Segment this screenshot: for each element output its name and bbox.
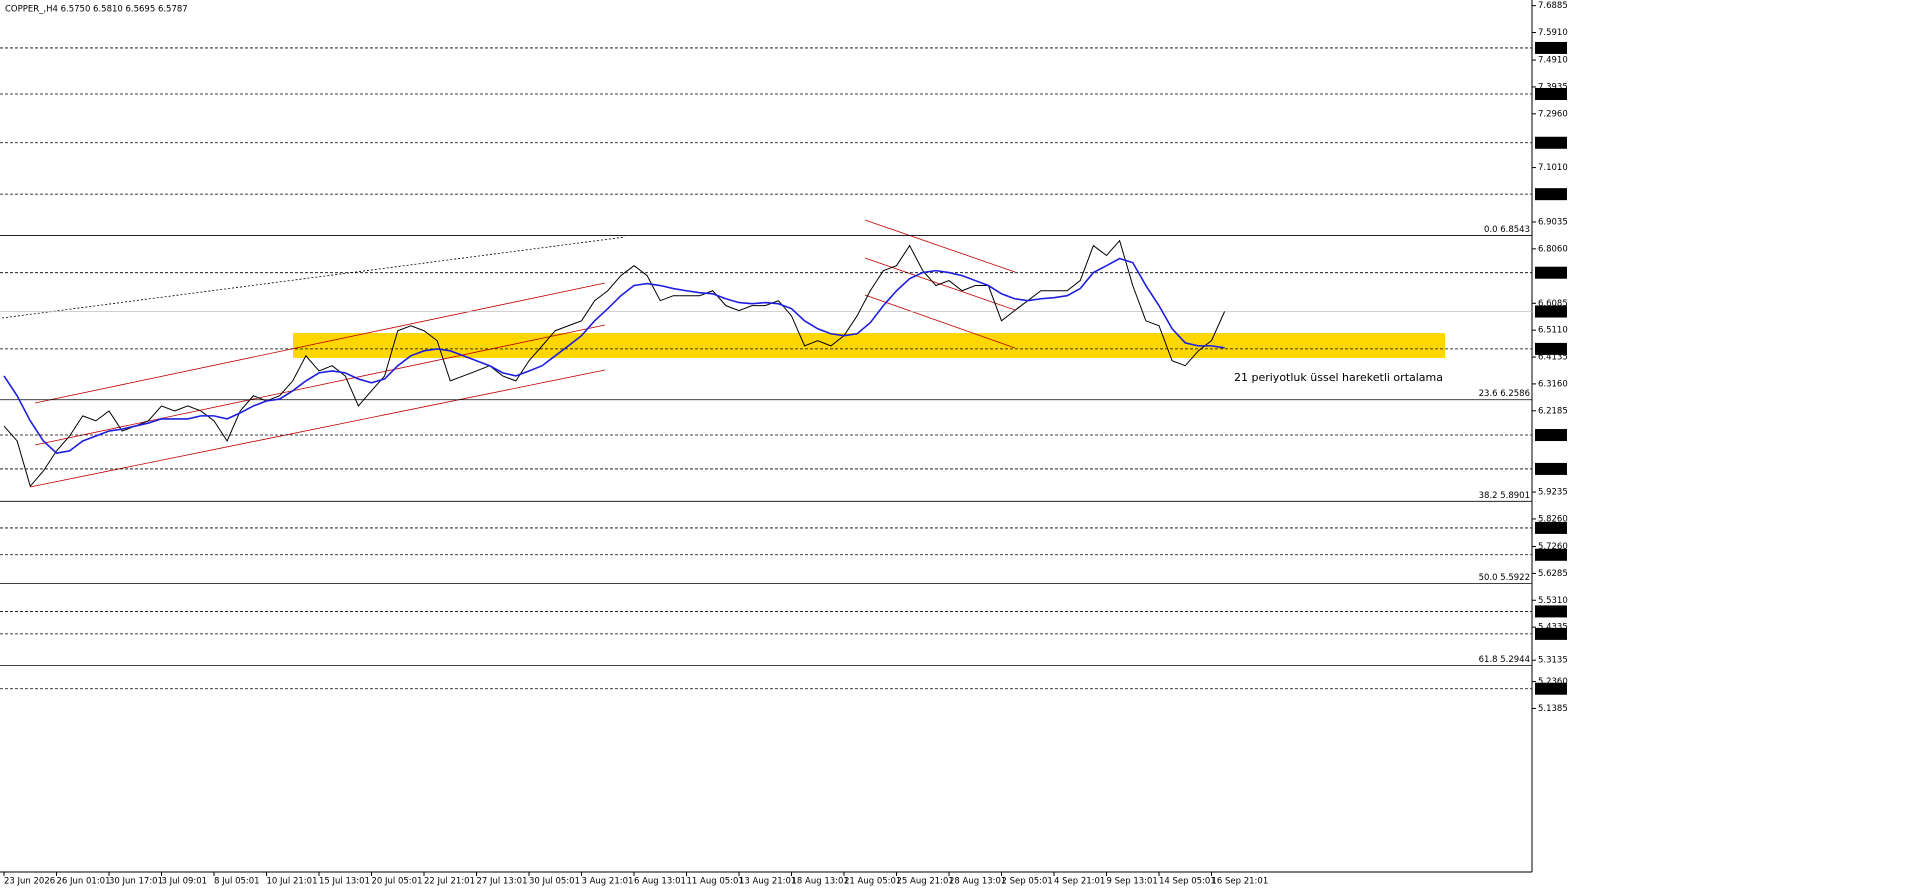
y-tick-label: 5.2360 (1538, 677, 1568, 687)
x-tick-label: 20 Jul 05:01 (372, 877, 423, 887)
x-tick-label: 27 Jul 13:01 (477, 877, 528, 887)
x-tick-label: 15 Jul 13:01 (319, 877, 370, 887)
level-box (1535, 605, 1567, 618)
y-tick-label: 6.4135 (1538, 353, 1568, 363)
level-label: 5.2100 (1537, 684, 1567, 694)
level-label: 5.4090 (1537, 629, 1567, 639)
y-tick-label: 6.9035 (1538, 217, 1568, 227)
level-label: 7.0045 (1537, 190, 1567, 200)
level-label: 7.3680 (1537, 89, 1567, 99)
x-tick-label: 6 Aug 13:01 (634, 877, 686, 887)
level-label: 6.1305 (1537, 431, 1567, 441)
y-tick-label: 5.3135 (1538, 656, 1568, 666)
channel-line (29, 369, 606, 488)
x-tick-label: 13 Aug 21:01 (739, 877, 796, 887)
x-tick-label: 16 Sep 21:01 (1212, 877, 1269, 887)
level-label: 7.1910 (1537, 138, 1567, 148)
current-price-box (1535, 305, 1567, 318)
y-tick-label: 5.4335 (1538, 623, 1568, 633)
x-tick-label: 11 Aug 05:01 (687, 877, 744, 887)
y-tick-label: 5.7260 (1538, 542, 1568, 552)
x-tick-label: 18 Aug 13:01 (792, 877, 849, 887)
fib-label: 61.8 5.2944 (1479, 655, 1530, 665)
level-box (1535, 136, 1567, 149)
x-tick-label: 30 Jul 05:01 (529, 877, 580, 887)
y-tick-label: 5.8260 (1538, 514, 1568, 524)
y-tick-label: 7.6885 (1538, 1, 1568, 11)
y-tick-label: 7.3935 (1538, 82, 1568, 92)
channel-line (34, 324, 606, 446)
y-tick-label: 5.5310 (1538, 596, 1568, 606)
level-label: 5.7935 (1537, 523, 1567, 533)
y-tick-label: 7.1010 (1538, 163, 1568, 173)
fib-label: 0.0 6.8543 (1484, 225, 1530, 235)
y-tick-label: 6.6085 (1538, 299, 1568, 309)
fib-label: 38.2 5.8901 (1479, 491, 1530, 501)
level-label: 7.5350 (1537, 43, 1567, 53)
y-tick-label: 6.8060 (1538, 244, 1568, 254)
y-tick-label: 5.6285 (1538, 569, 1568, 579)
channel-line (864, 294, 1016, 349)
level-label: 5.4905 (1537, 607, 1567, 617)
level-box (1535, 41, 1567, 54)
y-tick-label: 7.5910 (1538, 28, 1568, 38)
x-tick-label: 14 Sep 05:01 (1159, 877, 1216, 887)
y-tick-label: 7.4910 (1538, 56, 1568, 66)
level-box (1535, 521, 1567, 534)
x-tick-label: 25 Aug 21:01 (897, 877, 954, 887)
level-label: 6.4430 (1537, 344, 1567, 354)
level-label: 5.6960 (1537, 550, 1567, 560)
x-tick-label: 26 Jun 01:01 (57, 877, 111, 887)
y-tick-label: 7.2960 (1538, 109, 1568, 119)
channel-line (34, 282, 606, 404)
price-line (3, 257, 1225, 454)
y-tick-label: 5.9235 (1538, 488, 1568, 498)
chart-title: COPPER_,H4 6.5750 6.5810 6.5695 6.5787 (5, 5, 188, 15)
support-zone (293, 333, 1445, 358)
y-tick-label: 6.2185 (1538, 406, 1568, 416)
x-tick-label: 23 Jun 2026 (4, 877, 55, 887)
level-box (1535, 188, 1567, 201)
x-tick-label: 4 Sep 21:01 (1054, 877, 1105, 887)
x-tick-label: 9 Sep 13:01 (1107, 877, 1158, 887)
level-box (1535, 548, 1567, 561)
x-tick-label: 21 Aug 05:01 (844, 877, 901, 887)
x-tick-label: 30 Jun 17:01 (109, 877, 163, 887)
x-tick-label: 8 Jul 05:01 (214, 877, 260, 887)
level-box (1535, 266, 1567, 279)
level-box (1535, 682, 1567, 695)
fib-label: 50.0 5.5922 (1479, 573, 1530, 583)
level-box (1535, 462, 1567, 475)
level-label: 6.0075 (1537, 464, 1567, 474)
level-box (1535, 87, 1567, 100)
level-box (1535, 429, 1567, 442)
trendline (1, 236, 626, 319)
y-tick-label: 6.5110 (1538, 326, 1568, 336)
fib-label: 23.6 6.2586 (1479, 389, 1530, 399)
x-tick-label: 28 Aug 13:01 (949, 877, 1006, 887)
annotation: 21 periyotluk üssel hareketli ortalama (1234, 371, 1443, 384)
channel-line (864, 219, 1016, 273)
level-box (1535, 627, 1567, 640)
current-price-label: 6.5787 (1537, 307, 1567, 317)
x-tick-label: 3 Aug 21:01 (582, 877, 634, 887)
level-label: 6.7195 (1537, 268, 1567, 278)
x-tick-label: 3 Jul 09:01 (162, 877, 208, 887)
x-tick-label: 22 Jul 21:01 (424, 877, 475, 887)
y-tick-label: 5.1385 (1538, 704, 1568, 714)
x-tick-label: 2 Sep 05:01 (1002, 877, 1053, 887)
level-box (1535, 342, 1567, 355)
x-tick-label: 10 Jul 21:01 (267, 877, 318, 887)
y-tick-label: 6.3160 (1538, 379, 1568, 389)
